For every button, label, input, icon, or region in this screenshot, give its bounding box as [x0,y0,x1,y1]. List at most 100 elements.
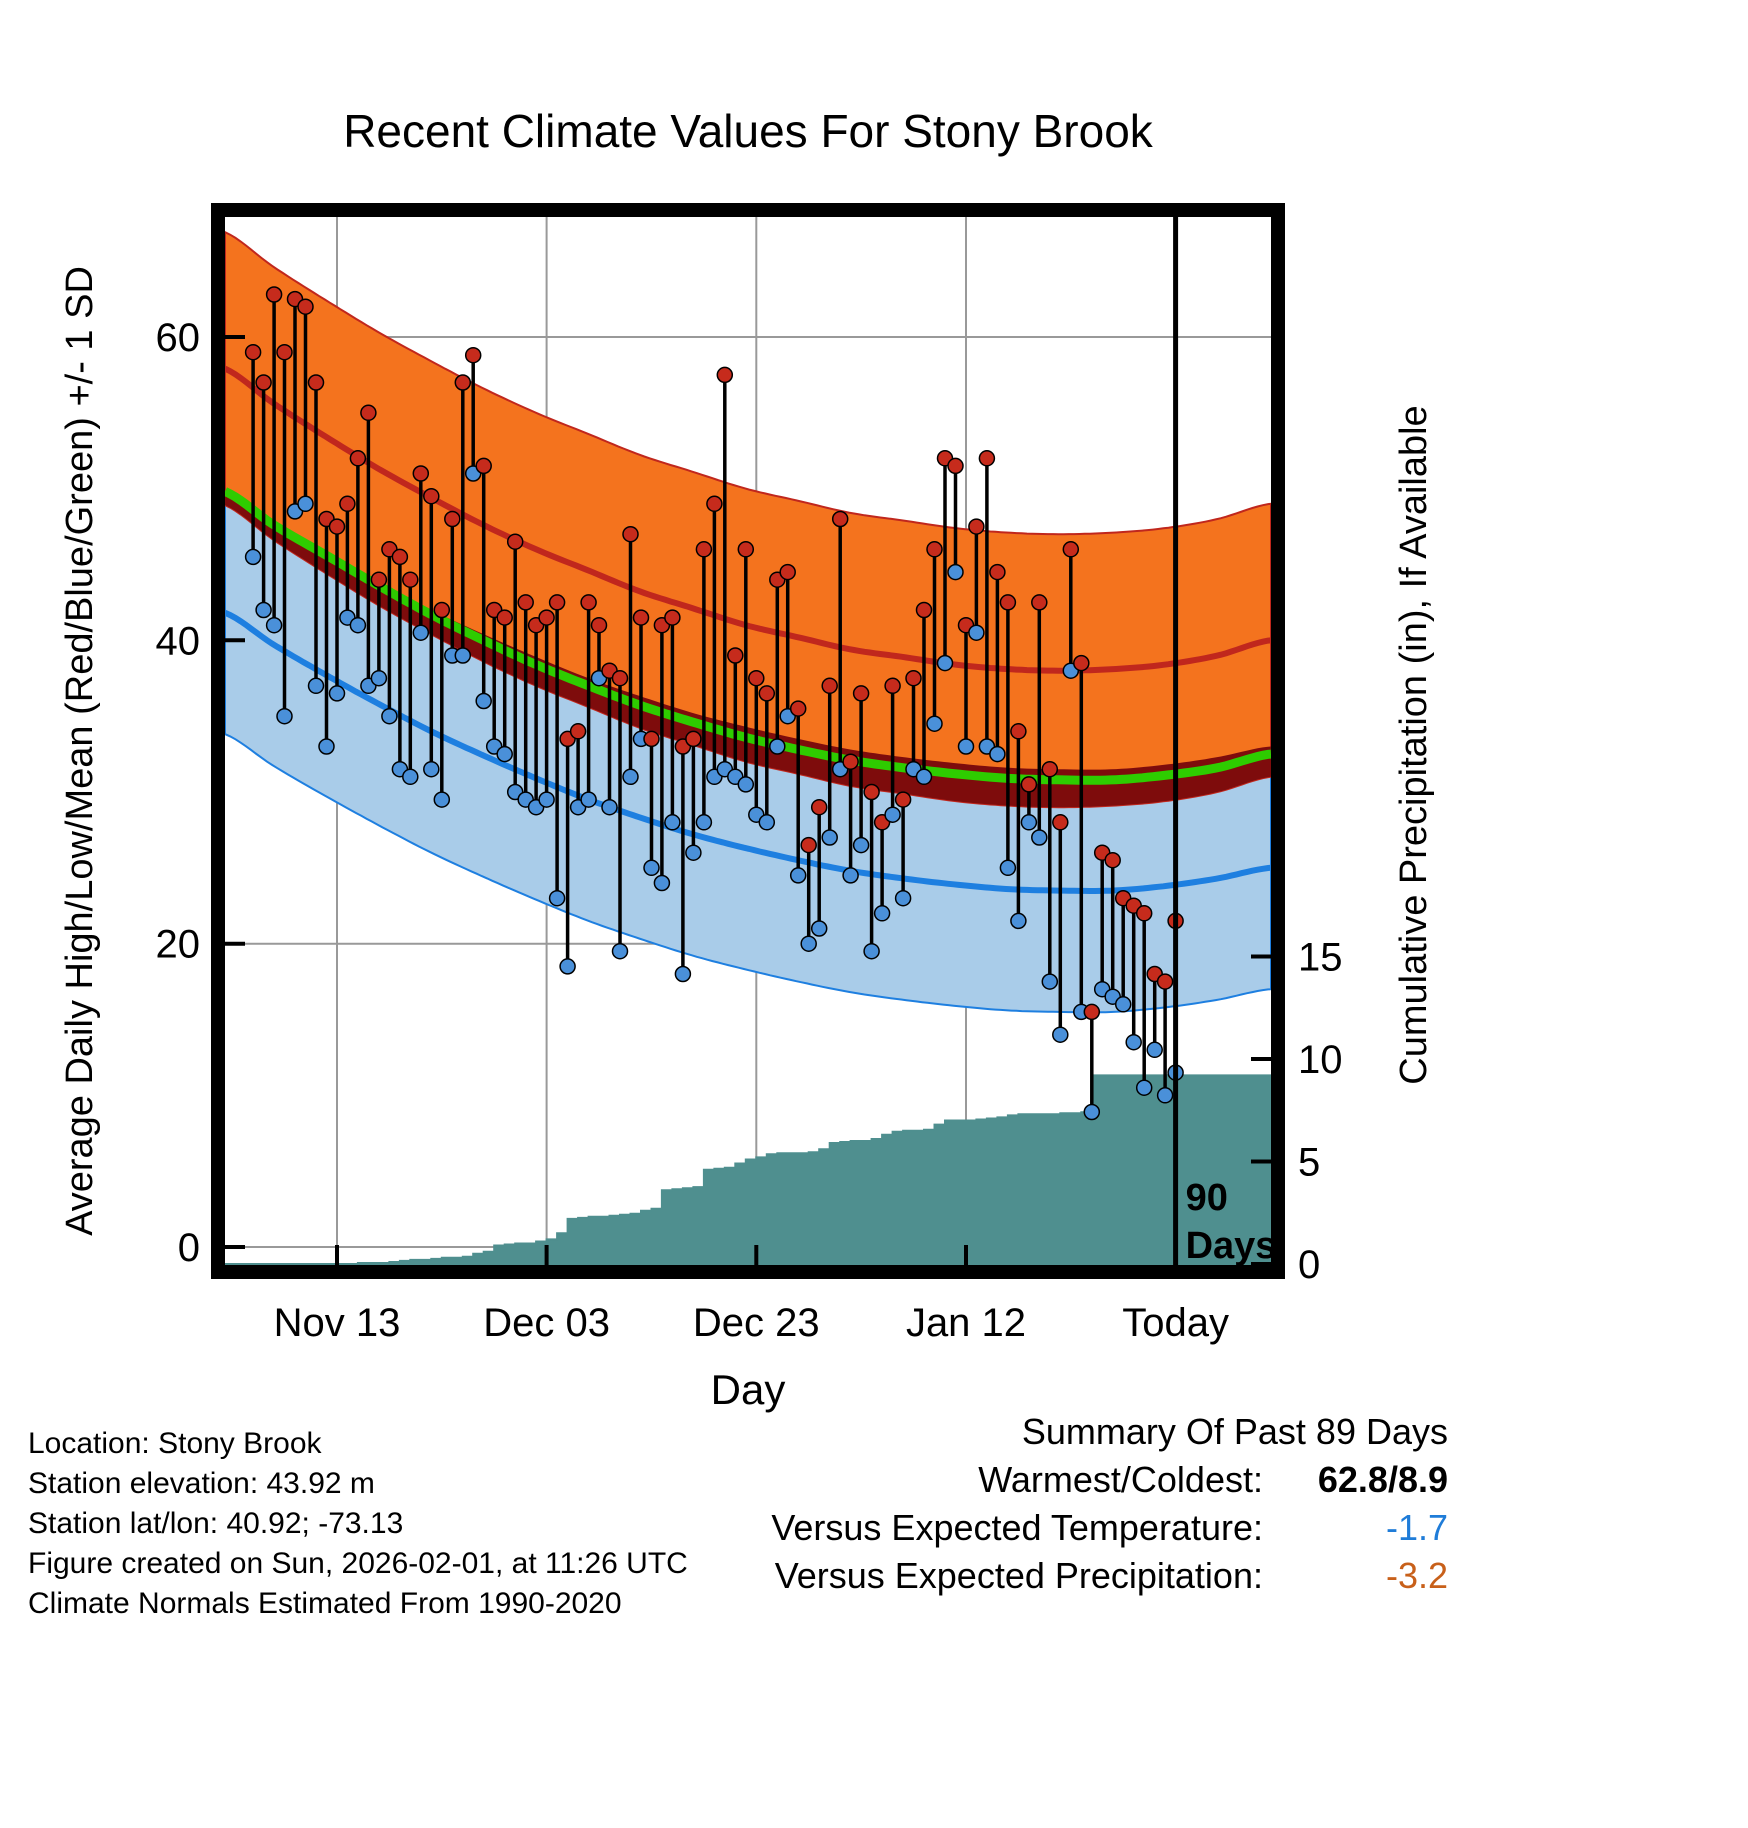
daily-low-dot [936,654,954,672]
daily-low-dot [821,829,838,846]
daily-low-dot [559,958,576,975]
daily-low-dot [894,889,912,907]
mean-high-line [223,365,1272,674]
daily-high-dot [821,677,838,695]
daily-low-dot [810,920,828,937]
daily-high-dot [695,541,713,558]
daily-high-dot [391,548,409,566]
daily-high-dot [506,533,524,550]
summary-value: 62.8/8.9 [1317,1459,1448,1500]
daily-high-dot [779,563,796,581]
daily-low-dot [244,548,262,566]
daily-low-dot [1031,829,1048,846]
daily-high-dot [643,730,660,748]
summary-label: Versus Expected Temperature: [771,1507,1263,1548]
footer-elevation: Station elevation: 43.92 m [28,1467,375,1500]
daily-low-dot [800,935,817,952]
daily-high-dot [842,753,859,770]
right-axis-title-wrap: Cumulative Precipitation (in), If Availa… [1393,195,1439,1295]
daily-low-dot [884,806,901,823]
right-axis-tick-label: 5 [1298,1141,1320,1185]
daily-high-dot [905,669,922,687]
plot-border [211,203,1285,1279]
daily-low-dot [433,791,451,808]
daily-low-dot [349,616,367,634]
summary-row-warmest-coldest: Warmest/Coldest: 62.8/8.9 [771,1456,1448,1504]
summary-value: -3.2 [1385,1555,1448,1596]
daily-high-dot [548,594,566,611]
daily-high-dot [496,609,513,626]
daily-high-dot [748,669,765,687]
daily-high-dot [1104,851,1121,869]
daily-low-dot [789,867,807,884]
daily-low-dot [370,669,388,687]
x-axis-tick-label: Jan 12 [906,1301,1026,1345]
daily-high-dot [475,457,492,475]
daily-high-dot [706,495,723,513]
daily-low-dot [653,874,671,892]
daily-high-dot [297,298,314,315]
daily-low-dot [674,965,692,983]
daily-low-dot [412,624,430,641]
daily-high-dot [727,647,744,664]
daily-high-dot [412,465,430,482]
summary-value: -1.7 [1385,1507,1448,1548]
daily-high-dot [464,346,482,364]
daily-high-dot [590,616,608,634]
daily-high-dot [947,457,964,475]
daily-low-dot [926,715,943,732]
footer-latlon: Station lat/lon: 40.92; -73.13 [28,1507,404,1540]
daily-low-dot [1156,1087,1174,1104]
daily-high-dot [968,518,985,535]
daily-high-dot [800,836,817,854]
daily-low-dot [1146,1041,1163,1059]
daily-low-dot [947,563,964,581]
footer-location: Location: Stony Brook [28,1427,322,1460]
x-axis-title: Day [710,1366,786,1413]
daily-high-dot [265,286,283,303]
summary-row-vs-precipitation: Versus Expected Precipitation: -3.2 [771,1552,1448,1600]
daily-low-dot [737,776,755,793]
daily-high-dot [1020,776,1038,793]
daily-high-dot [915,601,933,619]
daily-high-dot [863,783,880,801]
daily-low-dot [548,889,566,907]
daily-high-dot [716,366,734,384]
daily-high-dot [1156,973,1174,990]
daily-high-dot [1010,723,1027,740]
daily-low-dot [601,798,618,816]
daily-high-dot [1041,760,1059,778]
daily-high-dot [737,541,755,558]
ninety-day-label: 90 [1186,1177,1228,1219]
left-axis-tick-label: 60 [156,316,201,360]
daily-low-dot [255,601,272,619]
daily-high-dot [307,374,325,391]
daily-low-dot [695,814,713,831]
daily-high-dot [569,723,587,740]
right-axis-tick-label: 10 [1298,1038,1343,1082]
daily-high-dot [276,343,293,361]
chart-title: Recent Climate Values For Stony Brook [343,105,1153,157]
daily-high-dot [1031,594,1048,611]
daily-high-dot [632,609,650,626]
daily-low-dot [852,836,870,854]
daily-low-dot [1010,912,1027,930]
daily-low-dot [1135,1079,1153,1096]
x-axis-tick-label: Dec 23 [693,1301,820,1345]
daily-high-dot [454,374,472,391]
daily-high-dot [517,594,534,611]
x-axis-tick-label: Dec 03 [483,1301,610,1345]
x-axis-tick-label: Today [1122,1301,1229,1345]
daily-low-dot [1125,1033,1142,1051]
daily-low-dot [381,707,398,725]
summary-label: Warmest/Coldest: [978,1459,1263,1500]
daily-low-dot [276,707,293,725]
daily-low-dot [863,942,880,960]
daily-high-dot [685,730,702,748]
daily-high-dot [852,685,870,702]
right-axis-title: Cumulative Precipitation (in), If Availa… [1393,405,1435,1085]
daily-low-dot [580,791,597,808]
daily-low-dot [842,867,859,884]
daily-low-dot [423,760,440,778]
daily-low-dot [999,859,1017,877]
